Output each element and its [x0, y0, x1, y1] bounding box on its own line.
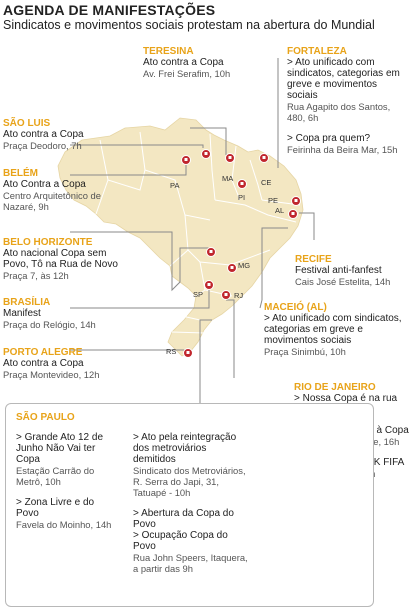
saopaulo-col-right: > Ato pela reintegração dos metroviários… [133, 432, 251, 574]
event-title: > Zona Livre e do Povo [16, 497, 95, 519]
label-sp: SP [193, 290, 203, 299]
event-address: Av. Frei Serafim, 10h [143, 68, 231, 79]
event-title: > Ato unificado com sindicatos, categori… [287, 57, 400, 101]
state-labels: PA MA PI CE PE AL MG SP RJ RS [166, 174, 284, 356]
event-address: Feirinha da Beira Mar, 15h [287, 144, 398, 155]
city-block-recife: RECIFE Festival anti-fanfest Cais José E… [295, 254, 410, 287]
saopaulo-heading: SÃO PAULO [16, 412, 75, 423]
page-subtitle: Sindicatos e movimentos sociais protesta… [3, 18, 375, 32]
event-address: Rua Agapito dos Santos, 480, 6h [287, 101, 391, 123]
label-rj: RJ [234, 291, 243, 300]
city-name: RECIFE [295, 254, 332, 265]
event-title: > Abertura da Copa do Povo [133, 508, 234, 530]
city-name: FORTALEZA [287, 46, 347, 57]
event-address: Rua John Speers, Itaquera, a partir das … [133, 552, 248, 574]
event-title: Ato Contra a Copa [3, 179, 86, 190]
event-address: Sindicato dos Metroviários, R. Serra do … [133, 465, 246, 498]
pin-marks [184, 152, 298, 354]
event-address: Favela do Moinho, 14h [16, 519, 112, 530]
brazil-shape [57, 117, 304, 357]
city-name: MACEIÓ (AL) [264, 302, 327, 313]
event-title: Ato contra a Copa [3, 358, 84, 369]
city-name: PORTO ALEGRE [3, 347, 83, 358]
event-title: > Nossa Copa é na rua [294, 393, 398, 404]
saopaulo-panel [5, 403, 374, 607]
city-block-fortaleza: FORTALEZA > Ato unificado com sindicatos… [287, 46, 409, 155]
page-title: AGENDA DE MANIFESTAÇÕES [3, 2, 216, 18]
city-name: BELÉM [3, 168, 38, 179]
event-address: Praça 7, às 12h [3, 270, 69, 281]
city-block-bh: BELO HORIZONTE Ato nacional Copa sem Pov… [3, 237, 118, 281]
label-al: AL [275, 206, 284, 215]
city-name: BELO HORIZONTE [3, 237, 93, 248]
event-address: Praça do Relógio, 14h [3, 319, 96, 330]
event-address: Cais José Estelita, 14h [295, 276, 391, 287]
city-block-maceio: MACEIÓ (AL) > Ato unificado com sindicat… [264, 302, 412, 357]
city-name: SÃO PAULO [16, 412, 75, 423]
city-block-saoluis: SÃO LUIS Ato contra a Copa Praça Deodoro… [3, 118, 113, 151]
city-name: TERESINA [143, 46, 194, 57]
city-name: RIO DE JANEIRO [294, 382, 376, 393]
event-title: Manifest [3, 308, 41, 319]
event-title: > Ocupação Copa do Povo [133, 530, 228, 552]
event-address: Praça Sinimbú, 10h [264, 346, 346, 357]
event-title: > Grande Ato 12 de Junho Não Vai ter Cop… [16, 432, 104, 465]
event-title: Festival anti-fanfest [295, 265, 382, 276]
city-block-belem: BELÉM Ato Contra a Copa Centro Arquitetô… [3, 168, 121, 212]
label-ce: CE [261, 178, 271, 187]
city-block-portoalegre: PORTO ALEGRE Ato contra a Copa Praça Mon… [3, 347, 121, 380]
event-title: Ato contra a Copa [143, 57, 224, 68]
city-block-teresina: TERESINA Ato contra a Copa Av. Frei Sera… [143, 46, 268, 79]
label-pa: PA [170, 181, 179, 190]
event-title: Ato contra a Copa [3, 129, 84, 140]
header: AGENDA DE MANIFESTAÇÕES Sindicatos e mov… [3, 3, 375, 33]
event-title: > Ato unificado com sindicatos, categori… [264, 313, 402, 346]
label-pe: PE [268, 196, 278, 205]
event-title: > Copa pra quem? [287, 133, 371, 144]
event-address: Estação Carrão do Metrô, 10h [16, 465, 95, 487]
event-address: Praça Montevideo, 12h [3, 369, 100, 380]
event-address: Centro Arquitetônico de Nazaré, 9h [3, 190, 101, 212]
city-name: BRASÍLIA [3, 297, 51, 308]
leader-lines [70, 58, 315, 403]
city-name: SÃO LUIS [3, 118, 51, 129]
label-ma: MA [222, 174, 233, 183]
event-address: Praça Deodoro, 7h [3, 140, 82, 151]
event-title: Ato nacional Copa sem Povo, Tô na Rua de… [3, 248, 118, 270]
saopaulo-col-left: > Grande Ato 12 de Junho Não Vai ter Cop… [16, 432, 116, 530]
label-mg: MG [238, 261, 250, 270]
city-block-brasilia: BRASÍLIA Manifest Praça do Relógio, 14h [3, 297, 118, 330]
label-pi: PI [238, 193, 245, 202]
event-title: > Ato pela reintegração dos metroviários… [133, 432, 237, 465]
label-rs: RS [166, 347, 176, 356]
